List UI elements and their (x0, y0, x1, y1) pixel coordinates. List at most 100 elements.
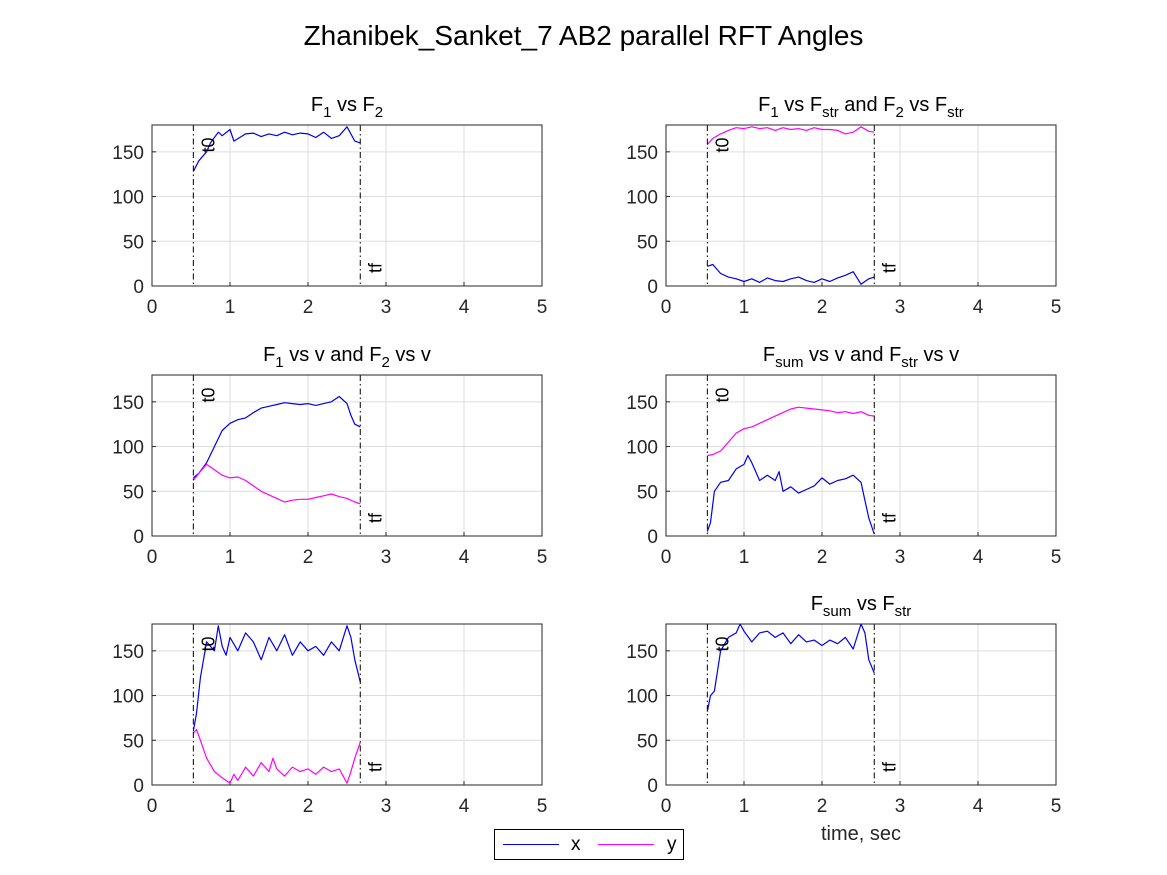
y-tick-label: 150 (112, 143, 144, 164)
y-tick-label: 50 (123, 731, 144, 752)
legend: x y (494, 829, 684, 860)
title-subscript: sum (775, 354, 803, 371)
series-line-y (707, 406, 875, 457)
x-tick-label: 1 (739, 796, 750, 817)
subplot-title: F1 vs v and F2 vs v (263, 344, 431, 371)
x-tick-label: 4 (973, 547, 984, 568)
title-text: vs F (851, 593, 894, 615)
series-line-x (192, 625, 361, 732)
x-tick-label: 5 (537, 297, 548, 318)
title-text: and F (839, 94, 896, 116)
x-tick-label: 4 (973, 297, 984, 318)
y-tick-label: 150 (626, 642, 658, 663)
marker-label-t0: t0 (712, 137, 732, 152)
x-axis-label: time, sec (821, 823, 901, 845)
legend-label-x: x (571, 834, 581, 855)
y-tick-label: 50 (123, 482, 144, 503)
y-tick-label: 0 (133, 776, 144, 797)
x-tick-label: 5 (537, 796, 548, 817)
x-tick-label: 3 (381, 547, 392, 568)
y-tick-label: 150 (626, 393, 658, 414)
y-tick-label: 50 (637, 482, 658, 503)
title-subscript: sum (823, 603, 851, 620)
marker-label-t0: t0 (198, 137, 218, 152)
title-subscript: str (822, 104, 839, 121)
title-text: F (311, 94, 323, 116)
legend-swatch-y (598, 844, 654, 845)
series-line-x (706, 454, 875, 535)
x-tick-label: 3 (381, 796, 392, 817)
subplot-title: Fsum vs v and Fstr vs v (763, 344, 959, 371)
legend-label-y: y (667, 834, 677, 855)
axes-box (151, 623, 543, 786)
x-tick-label: 0 (147, 796, 158, 817)
x-tick-label: 4 (459, 297, 470, 318)
title-subscript: str (901, 354, 918, 371)
x-tick-label: 5 (1051, 547, 1062, 568)
title-subscript: 1 (323, 104, 331, 121)
marker-label-tf: tf (365, 761, 385, 772)
series-line-y (192, 728, 361, 784)
marker-label-tf: tf (365, 262, 385, 273)
x-tick-label: 5 (1051, 796, 1062, 817)
title-subscript: 2 (895, 104, 903, 121)
title-subscript: 2 (381, 354, 389, 371)
x-tick-label: 1 (739, 547, 750, 568)
marker-label-t0: t0 (198, 636, 218, 651)
y-tick-label: 0 (647, 277, 658, 298)
x-tick-label: 3 (895, 297, 906, 318)
series-line-x (192, 126, 361, 172)
y-tick-label: 100 (626, 188, 658, 209)
x-tick-label: 0 (661, 297, 672, 318)
marker-label-tf: tf (365, 512, 385, 523)
x-tick-label: 2 (817, 796, 828, 817)
title-subscript: str (895, 603, 912, 620)
title-subscript: 1 (275, 354, 283, 371)
y-tick-label: 50 (123, 232, 144, 253)
x-tick-label: 4 (459, 547, 470, 568)
title-text: vs F (904, 94, 947, 116)
y-tick-label: 50 (637, 232, 658, 253)
axes-box (665, 623, 1057, 786)
series-line-y (192, 463, 361, 505)
marker-label-t0: t0 (712, 636, 732, 651)
title-text: F (758, 94, 770, 116)
y-tick-label: 150 (112, 642, 144, 663)
subplot-title: Fsum vs Fstr (811, 593, 912, 620)
axes-box (665, 124, 1057, 287)
marker-label-tf: tf (879, 262, 899, 273)
x-tick-label: 0 (661, 796, 672, 817)
title-text: vs F (331, 94, 374, 116)
marker-label-t0: t0 (712, 387, 732, 402)
y-tick-label: 0 (133, 527, 144, 548)
series-line-x (192, 395, 361, 479)
x-tick-label: 5 (1051, 297, 1062, 318)
marker-label-t0: t0 (198, 387, 218, 402)
title-subscript: 1 (770, 104, 778, 121)
x-tick-label: 1 (225, 297, 236, 318)
title-subscript: 2 (375, 104, 383, 121)
y-tick-label: 100 (626, 687, 658, 708)
legend-swatch-x (503, 844, 559, 845)
title-text: vs v (918, 344, 959, 366)
title-text: F (811, 593, 823, 615)
y-tick-label: 0 (647, 776, 658, 797)
subplot-title: F1 vs F2 (311, 94, 383, 121)
axes-box (151, 374, 543, 537)
marker-label-tf: tf (879, 512, 899, 523)
title-text: vs v and F (284, 344, 382, 366)
y-tick-label: 0 (647, 527, 658, 548)
axes-box (665, 374, 1057, 537)
subplot-title: F1 vs Fstr and F2 vs Fstr (758, 94, 964, 121)
series-line-y (706, 126, 875, 146)
x-tick-label: 2 (303, 547, 314, 568)
x-tick-label: 1 (225, 547, 236, 568)
x-tick-label: 1 (225, 796, 236, 817)
y-tick-label: 150 (626, 143, 658, 164)
